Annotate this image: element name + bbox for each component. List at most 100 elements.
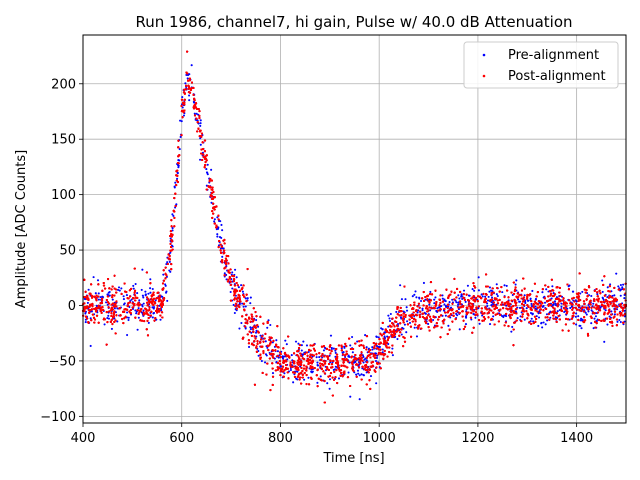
data-point [510,330,513,333]
data-point [162,273,165,276]
data-point [266,346,269,349]
data-point [371,346,374,349]
data-point [623,309,626,312]
data-point [486,304,489,308]
data-point [477,307,480,310]
data-point [285,343,288,346]
data-point [578,324,581,327]
data-point [178,148,181,151]
data-point [86,301,89,304]
data-point [175,203,178,206]
data-point [364,334,367,337]
data-point [186,74,190,77]
data-point [541,326,544,329]
data-point [415,296,418,299]
data-point [436,307,439,310]
data-point [375,356,378,360]
data-point [365,346,368,349]
data-point [619,294,622,297]
data-point [177,164,180,167]
data-point [532,320,535,323]
data-point [602,298,605,301]
data-point [560,305,563,308]
data-point [179,119,182,122]
data-point [593,317,596,320]
data-point [199,158,202,161]
data-point [255,335,258,338]
data-point [440,305,443,308]
data-point [210,168,213,171]
data-point [328,378,332,381]
data-point [356,369,360,372]
data-point [518,300,521,303]
data-point [387,314,390,317]
data-point [601,290,604,293]
data-point [534,297,537,300]
data-point [568,318,571,321]
data-point [213,220,216,223]
data-point [530,305,533,308]
data-point [140,288,143,291]
data-point [358,398,361,401]
data-point [290,354,293,357]
data-point [575,323,578,326]
data-point [265,354,268,357]
data-point [518,306,522,310]
data-point [511,325,514,329]
data-point [249,296,252,299]
data-point [210,201,213,204]
data-point [457,301,460,304]
data-point [517,298,520,301]
data-point [193,101,196,104]
data-point [467,294,470,297]
data-point [553,300,557,303]
data-point [266,326,269,329]
data-point [516,317,519,320]
data-point [334,355,337,358]
data-point [560,295,564,298]
data-point [486,302,489,305]
data-point [481,314,484,317]
data-point [188,99,191,102]
data-point [149,287,152,290]
data-point [353,360,357,363]
data-point [155,318,158,321]
data-point [441,297,444,300]
data-point [400,333,403,336]
data-point [206,171,209,174]
data-point [107,314,110,317]
data-point [168,260,171,263]
data-point [427,322,430,325]
data-point [241,302,244,305]
data-point [546,319,549,322]
data-point [399,284,402,287]
data-point [414,290,417,293]
data-point [585,313,588,316]
data-point [242,305,245,308]
data-point [190,64,193,67]
data-point [182,114,186,117]
data-point [237,286,240,289]
data-point [524,302,527,305]
data-point [267,319,270,322]
data-point [491,296,494,299]
data-point [199,137,202,140]
data-point [151,287,154,291]
data-point [201,151,204,154]
data-point [519,315,522,318]
data-point [89,317,92,320]
data-point [136,292,139,295]
data-point [466,284,469,287]
data-point [375,382,378,385]
data-point [603,340,606,343]
data-point [300,349,303,352]
data-point [381,351,384,354]
data-point [225,278,228,281]
data-point [295,377,298,380]
data-point [281,356,284,359]
data-point [457,294,460,297]
data-point [552,292,555,295]
data-point [141,294,144,297]
data-point [389,312,392,316]
data-point [441,294,444,297]
